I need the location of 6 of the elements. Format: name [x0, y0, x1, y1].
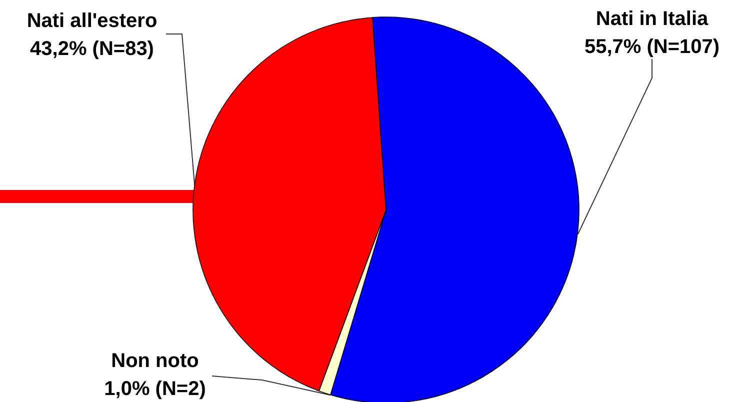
data-label: 43,2% (N=83)	[30, 38, 154, 60]
slice-label: Nati in Italia	[596, 8, 709, 30]
slice-label: Non noto	[111, 350, 199, 372]
data-label: 1,0% (N=2)	[104, 378, 206, 400]
data-label: 55,7% (N=107)	[584, 36, 720, 58]
slice-label: Nati all'estero	[26, 10, 158, 32]
